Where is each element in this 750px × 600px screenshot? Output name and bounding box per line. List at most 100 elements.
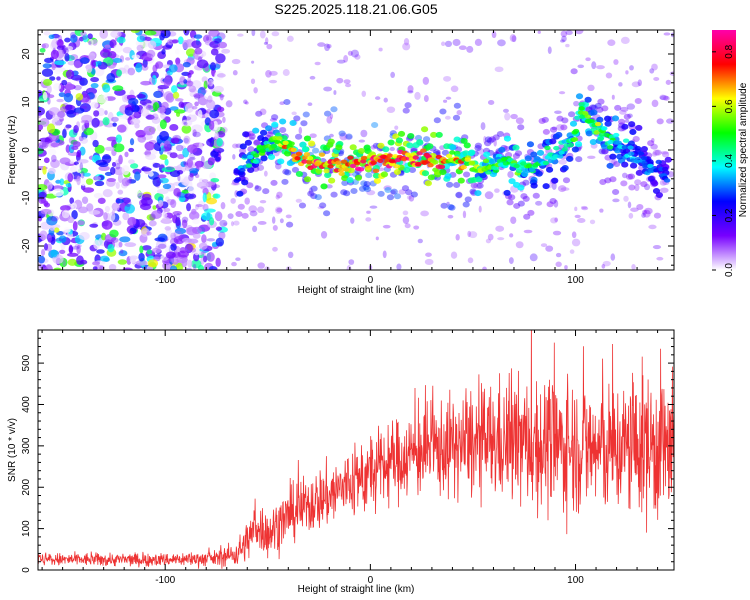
heatmap-cell	[294, 133, 303, 140]
heatmap-cell	[309, 75, 316, 80]
heatmap-cell	[67, 252, 79, 257]
heatmap-cell	[113, 143, 125, 153]
heatmap-cell	[115, 134, 122, 143]
heatmap-cell	[183, 121, 188, 126]
heatmap-cell	[618, 118, 626, 125]
heatmap-cell	[445, 181, 454, 188]
heatmap-cell	[422, 76, 430, 85]
heatmap-cell	[663, 95, 670, 101]
heatmap-cell	[656, 256, 664, 261]
heatmap-cell	[291, 111, 297, 116]
heatmap-cell	[328, 177, 336, 184]
heatmap-cell	[463, 142, 471, 149]
heatmap-cell	[602, 260, 611, 267]
heatmap-cell	[596, 116, 604, 123]
heatmap-cell	[420, 148, 427, 153]
heatmap-cell	[432, 159, 439, 165]
heatmap-cell	[326, 44, 332, 49]
heatmap-cell	[560, 30, 568, 38]
heatmap-cell	[283, 98, 291, 105]
heatmap-cell	[101, 154, 112, 164]
y-tick-label: 0	[21, 567, 32, 573]
heatmap-cell	[474, 142, 482, 149]
heatmap-cell	[178, 101, 185, 108]
heatmap-cell	[377, 142, 385, 149]
heatmap-cell	[504, 152, 513, 159]
heatmap-cell	[611, 158, 618, 166]
heatmap-cell	[627, 145, 634, 150]
heatmap-cell	[77, 159, 89, 164]
heatmap-cell	[651, 137, 655, 143]
heatmap-cell	[232, 143, 239, 149]
heatmap-cell	[425, 252, 432, 257]
heatmap-cell	[619, 106, 629, 112]
heatmap-cell	[147, 40, 157, 50]
heatmap-cell	[200, 186, 207, 190]
heatmap-cell	[410, 191, 418, 198]
heatmap-cell	[589, 138, 597, 145]
heatmap-cell	[211, 266, 219, 270]
heatmap-cell	[48, 185, 52, 193]
heatmap-cell	[275, 162, 282, 170]
heatmap-cell	[651, 63, 658, 71]
heatmap-cell	[116, 69, 123, 77]
heatmap-cell	[329, 133, 334, 138]
heatmap-cell	[64, 37, 71, 43]
heatmap-cell	[70, 34, 78, 43]
heatmap-cell	[215, 226, 223, 231]
heatmap-cell	[241, 154, 249, 159]
heatmap-cell	[110, 237, 119, 243]
heatmap-cell	[216, 106, 225, 113]
heatmap-cell	[301, 146, 309, 153]
heatmap-cell	[148, 220, 157, 227]
heatmap-cell	[514, 150, 523, 157]
heatmap-cell	[183, 248, 188, 253]
heatmap-cell	[420, 126, 429, 133]
heatmap-cell	[119, 55, 125, 63]
heatmap-cell	[561, 35, 567, 42]
heatmap-cell	[253, 87, 258, 94]
heatmap-cell	[497, 237, 505, 241]
heatmap-cell	[182, 39, 189, 50]
heatmap-cell	[482, 158, 490, 164]
heatmap-cell	[609, 153, 617, 160]
heatmap-cell	[215, 53, 226, 64]
heatmap-cell	[382, 146, 390, 153]
heatmap-cell	[141, 107, 149, 117]
heatmap-cell	[382, 250, 387, 259]
heatmap-cell	[560, 39, 565, 43]
colorbar-tick-label: 0.6	[724, 99, 735, 113]
heatmap-cell	[407, 85, 414, 93]
heatmap-cell	[581, 205, 588, 209]
heatmap-cell	[165, 166, 175, 171]
heatmap-cell	[107, 244, 115, 253]
heatmap-cell	[189, 88, 198, 93]
heatmap-cell	[554, 110, 562, 114]
heatmap-cell	[215, 61, 221, 69]
heatmap-cell	[106, 102, 114, 111]
heatmap-cell	[55, 237, 63, 242]
x-tick-label: 0	[368, 575, 374, 586]
heatmap-cell	[257, 221, 267, 225]
heatmap-cell	[207, 95, 213, 103]
heatmap-cell	[57, 110, 66, 118]
heatmap-cell	[87, 33, 93, 40]
heatmap-cell	[125, 179, 132, 186]
heatmap-cell	[216, 73, 226, 78]
heatmap-cell	[631, 81, 641, 88]
heatmap-cell	[377, 158, 384, 164]
heatmap-cell	[532, 192, 540, 199]
heatmap-cell	[365, 172, 373, 179]
heatmap-cell	[170, 232, 177, 240]
heatmap-cell	[106, 178, 117, 183]
heatmap-cell	[38, 191, 47, 199]
heatmap-cell	[478, 205, 482, 213]
heatmap-cell	[252, 159, 259, 164]
heatmap-cell	[522, 179, 530, 186]
heatmap-cell	[239, 167, 246, 173]
heatmap-cell	[75, 93, 84, 101]
heatmap-cell	[67, 151, 79, 156]
heatmap-cell	[79, 77, 88, 86]
heatmap-cell	[637, 79, 642, 87]
heatmap-cell	[303, 176, 312, 183]
